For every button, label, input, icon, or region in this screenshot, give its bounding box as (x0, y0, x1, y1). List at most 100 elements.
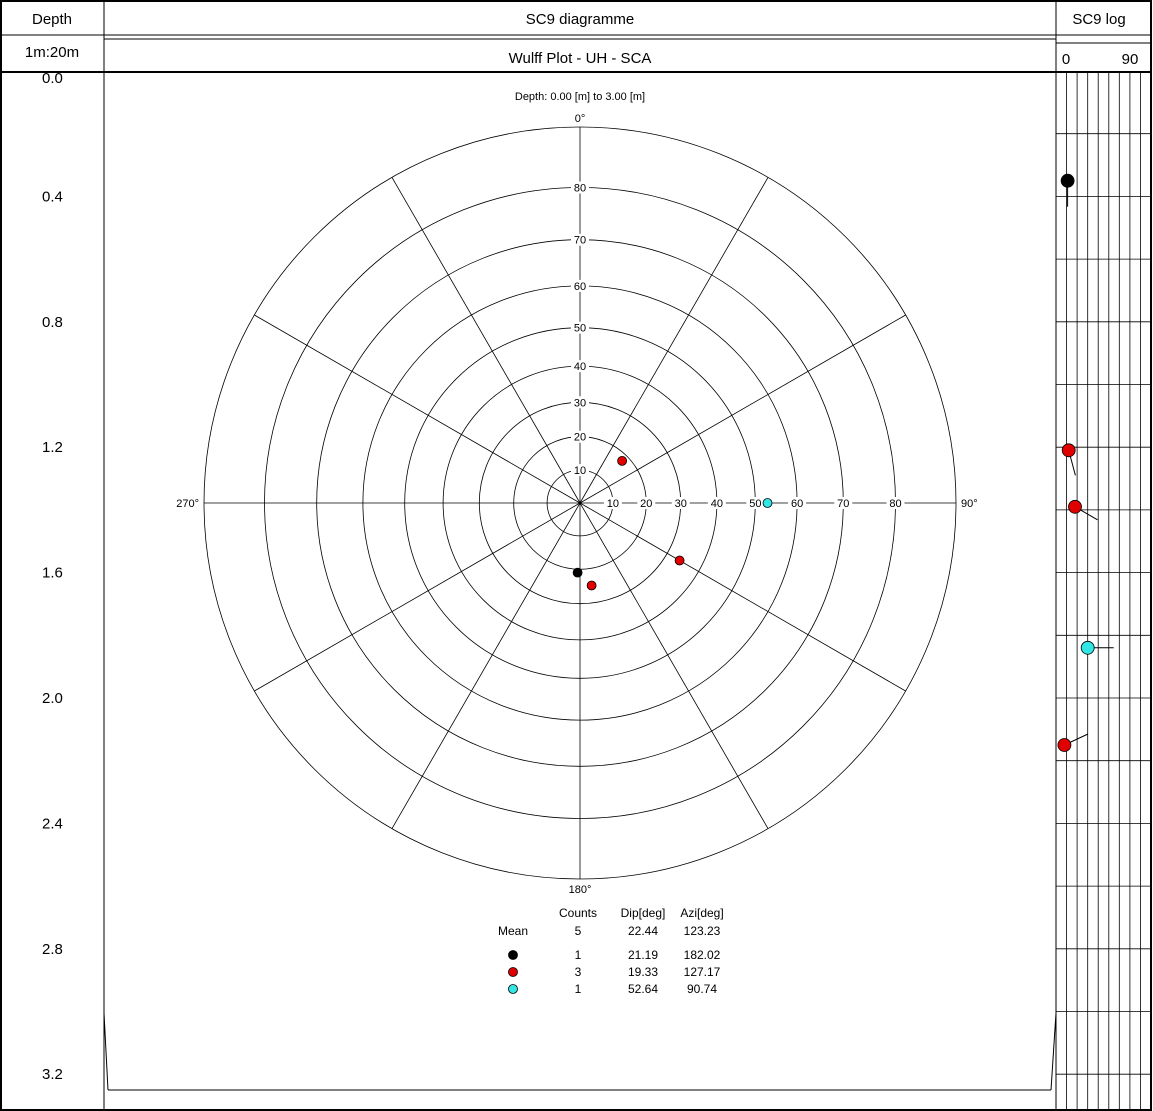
stats-header-azi: Azi[deg] (680, 906, 723, 920)
azimuth-spoke (254, 502, 581, 692)
depth-tick-label: 2.0 (42, 690, 63, 707)
ring-label-backing-east (671, 497, 690, 509)
stats-legend-marker-cyan (508, 984, 518, 994)
stats-header-counts: Counts (559, 906, 597, 920)
depth-tick-label: 1.2 (42, 439, 63, 456)
dip-ring-label-north: 70 (574, 235, 586, 247)
stats-mean-counts: 5 (575, 924, 582, 938)
tadpole-marker-red (1061, 443, 1076, 458)
stats-set-counts: 1 (575, 982, 582, 996)
azimuth-label-north: 0° (575, 113, 586, 125)
dip-ring-label-north: 10 (574, 465, 586, 477)
dip-ring-label-east: 20 (640, 498, 652, 510)
dip-ring-label-east: 30 (675, 498, 687, 510)
dip-ring-label-north: 80 (574, 182, 586, 194)
ring-label-backing-north (571, 464, 589, 477)
dip-ring-label-east: 80 (889, 498, 901, 510)
log-track-points (1057, 173, 1114, 752)
stats-legend-marker-red (508, 967, 518, 977)
pole-marker-red (586, 580, 597, 591)
stats-header-dip: Dip[deg] (621, 906, 666, 920)
azimuth-label-east: 90° (961, 498, 978, 510)
diagram-frame-left (103, 1012, 109, 1091)
ring-label-backing-north (571, 321, 589, 334)
ring-label-backing-north (571, 396, 589, 409)
depth-tick-label: 3.2 (42, 1066, 63, 1083)
stats-set-dip: 52.64 (628, 982, 658, 996)
dip-ring-label-east: 50 (749, 498, 761, 510)
ring-label-backing-east (788, 497, 807, 509)
tadpole-marker-black (1060, 173, 1075, 188)
ring-label-backing-east (707, 497, 726, 509)
ring-label-backing-north (571, 233, 589, 246)
stats-mean-label: Mean (498, 924, 528, 938)
stats-set-azi: 90.74 (687, 982, 717, 996)
stats-legend-marker-black (508, 950, 518, 960)
dip-ring-label-north: 60 (574, 281, 586, 293)
azimuth-spoke (579, 502, 906, 692)
pole-marker-red (617, 455, 627, 466)
log-scale-max-label: 90 (1122, 51, 1139, 68)
azimuth-spoke (579, 502, 769, 829)
stereonet-poles (572, 455, 773, 591)
tadpole-marker-red (1068, 499, 1082, 514)
stats-set-counts: 1 (575, 948, 582, 962)
stats-mean-dip: 22.44 (628, 924, 658, 938)
tadpole-marker-red (1057, 738, 1072, 752)
depth-axis: 0.0 0.4 0.8 1.2 1.6 2.0 2.4 2.8 3.2 (42, 70, 63, 1083)
dip-ring-label-north: 20 (574, 432, 586, 444)
dip-ring-label-east: 70 (837, 498, 849, 510)
depth-tick-label: 1.6 (42, 565, 63, 582)
ring-label-backing-east (637, 497, 656, 509)
depth-tick-top-partial: 0.0 (42, 70, 63, 87)
stats-set-dip: 21.19 (628, 948, 658, 962)
tadpole-marker-cyan (1080, 640, 1095, 655)
ring-label-backing-east (746, 497, 765, 509)
depth-tick-label: 2.8 (42, 941, 63, 958)
azimuth-spoke (254, 314, 581, 504)
stats-set-dip: 19.33 (628, 965, 658, 979)
azimuth-spoke (579, 314, 906, 504)
azimuth-spoke (391, 502, 581, 829)
statistics-table: Counts Dip[deg] Azi[deg] Mean 5 22.44 12… (498, 906, 724, 996)
stats-set-azi: 182.02 (684, 948, 721, 962)
ring-label-backing-east (886, 497, 905, 509)
stats-set-counts: 3 (575, 965, 582, 979)
depth-column-header: Depth (32, 11, 72, 28)
dip-ring-label-east: 40 (711, 498, 723, 510)
azimuth-label-south: 180° (569, 884, 592, 896)
stats-mean-azi: 123.23 (684, 924, 721, 938)
diagram-frame-right (1050, 1012, 1057, 1091)
ring-label-backing-north (571, 279, 589, 292)
ring-label-backing-east (603, 497, 622, 509)
azimuth-spoke (579, 177, 769, 504)
ring-label-backing-north (571, 430, 589, 443)
ring-label-backing-east (834, 497, 853, 509)
log-track-grid (1056, 72, 1151, 1111)
log-title: SC9 log (1072, 11, 1125, 28)
dip-ring-label-east: 60 (791, 498, 803, 510)
pole-marker-cyan (762, 498, 773, 508)
plot-title: Wulff Plot - UH - SCA (509, 50, 652, 67)
depth-tick-label: 0.4 (42, 188, 63, 205)
stereonet-labels: 0° 90° 180° 270° 10 10 20 20 30 30 40 40 50 50 60 60 70 7… (176, 113, 977, 896)
dip-ring-label-east: 10 (607, 498, 619, 510)
azimuth-label-west: 270° (176, 498, 199, 510)
log-scale-min-label: 0 (1062, 51, 1070, 68)
depth-tick-label: 0.8 (42, 314, 63, 331)
pole-marker-black (572, 567, 583, 578)
pole-marker-red (674, 555, 685, 566)
azimuth-spoke (391, 177, 581, 504)
stats-set-azi: 127.17 (684, 965, 721, 979)
depth-tick-label: 2.4 (42, 815, 63, 832)
dip-ring-label-north: 40 (574, 361, 586, 373)
ring-label-backing-north (571, 360, 589, 373)
diagram-title: SC9 diagramme (526, 11, 634, 28)
dip-ring-label-north: 30 (574, 397, 586, 409)
depth-range-label: Depth: 0.00 [m] to 3.00 [m] (515, 91, 645, 103)
ring-label-backing-north (571, 181, 589, 194)
depth-scale-label: 1m:20m (25, 44, 79, 61)
